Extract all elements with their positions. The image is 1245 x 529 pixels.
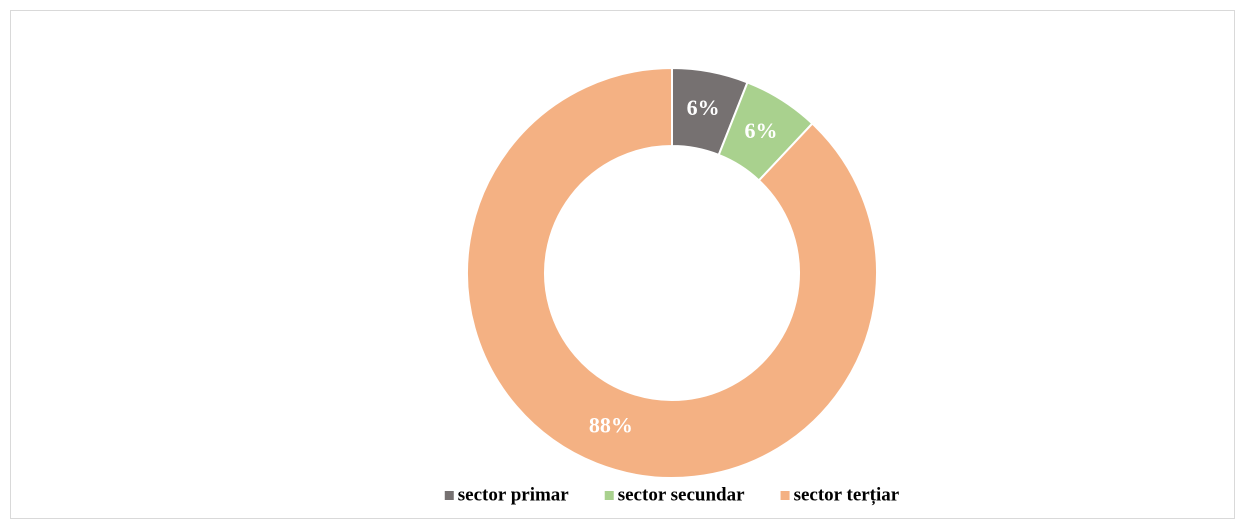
data-label: 6%: [744, 118, 777, 143]
donut-slice: [466, 66, 878, 479]
legend-label: sector primar: [458, 484, 570, 505]
legend-swatch: [780, 491, 790, 500]
legend-label: sector terțiar: [794, 484, 900, 505]
legend-swatch: [444, 491, 454, 500]
data-label: 6%: [687, 95, 720, 120]
legend-swatch: [604, 491, 614, 500]
data-label: 88%: [589, 412, 633, 437]
legend-label: sector secundar: [618, 484, 745, 505]
